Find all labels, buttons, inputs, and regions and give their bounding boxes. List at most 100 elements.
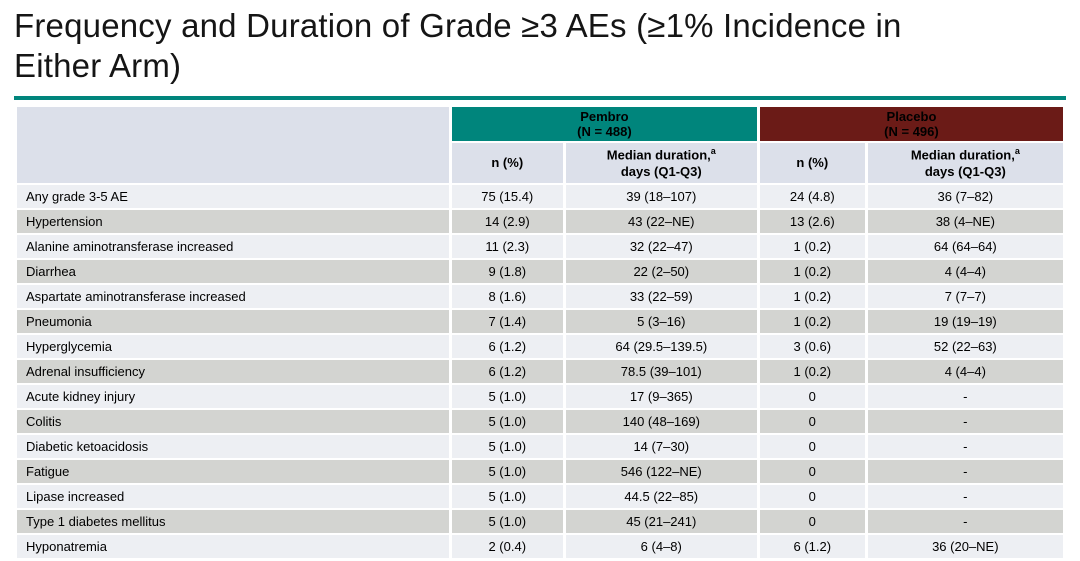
- table-row: Acute kidney injury 5 (1.0) 17 (9–365) 0-: [14, 382, 1067, 410]
- table-row: Alanine aminotransferase increased 11 (2.…: [14, 232, 1067, 260]
- pembro-duration-cell: 78.5 (39–101): [562, 357, 760, 385]
- placebo-n-cell: 0: [756, 507, 868, 535]
- corner-cell: [14, 104, 452, 185]
- pembro-n-cell: 2 (0.4): [448, 532, 566, 560]
- pembro-n-cell: 9 (1.8): [448, 257, 566, 285]
- arm-header-row: Pembro (N = 488) Placebo (N = 496): [14, 104, 1067, 185]
- pembro-n-cell: 7 (1.4): [448, 307, 566, 335]
- placebo-duration-cell: 7 (7–7): [864, 282, 1067, 310]
- ae-name-cell: Any grade 3-5 AE: [14, 182, 452, 210]
- footnote-marker-a: a: [710, 146, 716, 157]
- pembro-n-cell: 5 (1.0): [448, 432, 566, 460]
- table-row: Aspartate aminotransferase increased 8 (1…: [14, 282, 1067, 310]
- ae-table-header: Pembro (N = 488) Placebo (N = 496) n (%)…: [14, 104, 1067, 185]
- placebo-duration-cell: -: [864, 482, 1067, 510]
- table-row: Type 1 diabetes mellitus 5 (1.0) 45 (21–24…: [14, 507, 1067, 535]
- pembro-duration-cell: 14 (7–30): [562, 432, 760, 460]
- ae-name-cell: Alanine aminotransferase increased: [14, 232, 452, 260]
- page-title: Frequency and Duration of Grade ≥3 AEs (…: [14, 7, 902, 85]
- pembro-n-cell: 5 (1.0): [448, 482, 566, 510]
- table-row: Hyperglycemia 6 (1.2) 64 (29.5–139.5) 3 (0.…: [14, 332, 1067, 360]
- pembro-n-cell: 14 (2.9): [448, 207, 566, 235]
- pembro-duration-cell: 32 (22–47): [562, 232, 760, 260]
- placebo-n-cell: 1 (0.2): [756, 282, 868, 310]
- placebo-n-cell: 1 (0.2): [756, 232, 868, 260]
- placebo-duration-cell: 19 (19–19): [864, 307, 1067, 335]
- placebo-duration-cell: -: [864, 507, 1067, 535]
- ae-name-cell: Aspartate aminotransferase increased: [14, 282, 452, 310]
- placebo-n-cell: 0: [756, 407, 868, 435]
- ae-name-cell: Lipase increased: [14, 482, 452, 510]
- placebo-arm-n: (N = 496): [884, 123, 939, 139]
- table-row: Any grade 3-5 AE 75 (15.4) 39 (18–107) 24 (…: [14, 182, 1067, 210]
- footnote-marker-a: a: [1014, 146, 1020, 157]
- pembro-duration-cell: 17 (9–365): [562, 382, 760, 410]
- placebo-duration-cell: 36 (7–82): [864, 182, 1067, 210]
- pembro-arm-header: Pembro (N = 488): [448, 104, 760, 144]
- ae-name-cell: Hyponatremia: [14, 532, 452, 560]
- pembro-duration-cell: 44.5 (22–85): [562, 482, 760, 510]
- placebo-duration-cell: 36 (20–NE): [864, 532, 1067, 560]
- table-row: Diabetic ketoacidosis 5 (1.0) 14 (7–30) 0-: [14, 432, 1067, 460]
- placebo-duration-cell: 64 (64–64): [864, 232, 1067, 260]
- placebo-duration-cell: 52 (22–63): [864, 332, 1067, 360]
- pembro-duration-cell: 5 (3–16): [562, 307, 760, 335]
- placebo-n-cell: 0: [756, 382, 868, 410]
- table-row: Colitis 5 (1.0) 140 (48–169) 0-: [14, 407, 1067, 435]
- placebo-duration-cell: 4 (4–4): [864, 257, 1067, 285]
- median-duration-units: days (Q1-Q3): [620, 163, 702, 179]
- pembro-n-cell: 11 (2.3): [448, 232, 566, 260]
- pembro-n-cell: 5 (1.0): [448, 457, 566, 485]
- ae-name-cell: Diabetic ketoacidosis: [14, 432, 452, 460]
- placebo-n-cell: 6 (1.2): [756, 532, 868, 560]
- table-row: Hypertension 14 (2.9) 43 (22–NE) 13 (2.6) 38…: [14, 207, 1067, 235]
- pembro-n-cell: 75 (15.4): [448, 182, 566, 210]
- pembro-n-cell: 6 (1.2): [448, 332, 566, 360]
- placebo-n-cell: 0: [756, 482, 868, 510]
- pembro-n-cell: 5 (1.0): [448, 507, 566, 535]
- table-row: Hyponatremia 2 (0.4) 6 (4–8) 6 (1.2) 36 (20–…: [14, 532, 1067, 560]
- ae-name-cell: Colitis: [14, 407, 452, 435]
- pembro-duration-cell: 140 (48–169): [562, 407, 760, 435]
- pembro-duration-cell: 64 (29.5–139.5): [562, 332, 760, 360]
- pembro-duration-cell: 22 (2–50): [562, 257, 760, 285]
- pembro-n-pct-header: n (%): [448, 141, 566, 185]
- placebo-median-duration-header: Median duration,a days (Q1-Q3): [864, 141, 1067, 185]
- placebo-n-cell: 24 (4.8): [756, 182, 868, 210]
- ae-name-cell: Hyperglycemia: [14, 332, 452, 360]
- pembro-duration-cell: 546 (122–NE): [562, 457, 760, 485]
- placebo-n-cell: 3 (0.6): [756, 332, 868, 360]
- pembro-arm-n: (N = 488): [577, 123, 632, 139]
- ae-name-cell: Diarrhea: [14, 257, 452, 285]
- subheader-row: n (%) Median duration,a days (Q1-Q3) n (%…: [16, 141, 1067, 185]
- pembro-n-cell: 8 (1.6): [448, 282, 566, 310]
- placebo-duration-cell: -: [864, 432, 1067, 460]
- placebo-n-cell: 0: [756, 432, 868, 460]
- placebo-duration-cell: -: [864, 407, 1067, 435]
- pembro-duration-cell: 33 (22–59): [562, 282, 760, 310]
- placebo-duration-cell: 4 (4–4): [864, 357, 1067, 385]
- ae-name-cell: Acute kidney injury: [14, 382, 452, 410]
- placebo-n-pct-header: n (%): [756, 141, 868, 185]
- median-duration-label: Median duration,: [606, 147, 711, 163]
- placebo-n-cell: 13 (2.6): [756, 207, 868, 235]
- ae-name-cell: Adrenal insufficiency: [14, 357, 452, 385]
- ae-name-cell: Type 1 diabetes mellitus: [14, 507, 452, 535]
- pembro-duration-cell: 45 (21–241): [562, 507, 760, 535]
- table-row: Diarrhea 9 (1.8) 22 (2–50) 1 (0.2) 4 (4–4): [14, 257, 1067, 285]
- table-row: Fatigue 5 (1.0) 546 (122–NE) 0-: [14, 457, 1067, 485]
- placebo-n-cell: 0: [756, 457, 868, 485]
- pembro-duration-cell: 43 (22–NE): [562, 207, 760, 235]
- placebo-arm-label: Placebo: [886, 108, 937, 124]
- median-duration-units: days (Q1-Q3): [924, 163, 1006, 179]
- table-row: Adrenal insufficiency 6 (1.2) 78.5 (39–101…: [14, 357, 1067, 385]
- placebo-n-cell: 1 (0.2): [756, 357, 868, 385]
- table-row: Pneumonia 7 (1.4) 5 (3–16) 1 (0.2) 19 (19–19…: [14, 307, 1067, 335]
- placebo-n-cell: 1 (0.2): [756, 307, 868, 335]
- pembro-duration-cell: 39 (18–107): [562, 182, 760, 210]
- pembro-arm-label: Pembro: [580, 108, 629, 124]
- placebo-arm-header: Placebo (N = 496): [756, 104, 1067, 144]
- placebo-duration-cell: -: [864, 382, 1067, 410]
- pembro-n-cell: 5 (1.0): [448, 382, 566, 410]
